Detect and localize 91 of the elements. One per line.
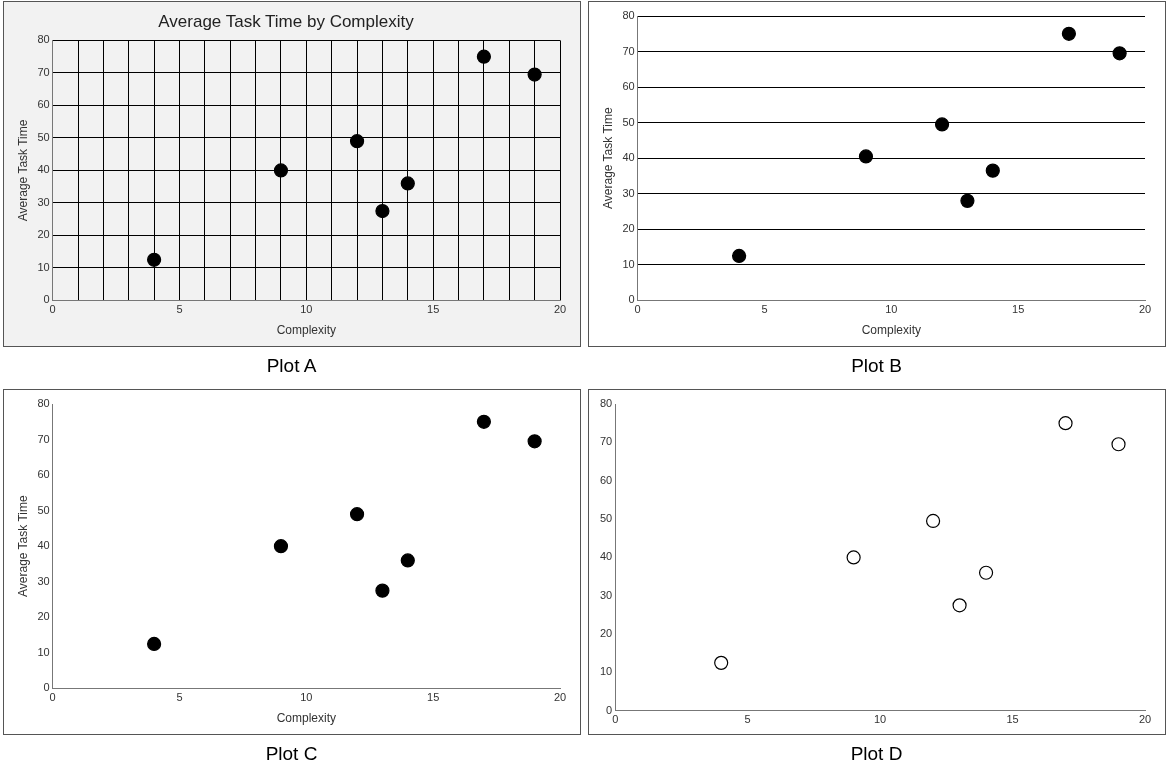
y-tick-label: 80 (36, 33, 50, 46)
point (858, 149, 873, 164)
x-tick-label: 10 (873, 713, 886, 726)
y-tick-label: 40 (599, 550, 612, 563)
y-tick-label: 60 (621, 80, 635, 93)
y-tick-label: 0 (605, 703, 612, 716)
y-tick-label: 40 (36, 539, 50, 552)
point (349, 134, 364, 149)
y-tick-label: 10 (621, 257, 635, 270)
y-tick-label: 50 (36, 503, 50, 516)
x-tick-label: 10 (299, 691, 312, 704)
point (925, 513, 940, 529)
point (985, 163, 1000, 178)
y-tick-label: 40 (621, 151, 635, 164)
y-tick-label: 30 (599, 588, 612, 601)
y-tick-label: 10 (36, 260, 50, 273)
y-tick-label: 10 (599, 665, 612, 678)
y-tick-label: 30 (36, 195, 50, 208)
x-tick-label: 15 (426, 691, 439, 704)
point (951, 598, 967, 613)
y-tick-label: 70 (36, 65, 50, 78)
point (476, 414, 491, 429)
point (146, 636, 161, 652)
point (476, 49, 491, 64)
point (978, 565, 993, 580)
x-tick-label: 20 (1138, 303, 1151, 316)
y-tick-label: 50 (36, 130, 50, 143)
point (400, 176, 415, 191)
y-tick-label: 80 (36, 397, 50, 410)
point (349, 507, 364, 522)
y-axis-title: Average Task Time (600, 107, 615, 209)
x-axis-title: Complexity (276, 711, 336, 726)
y-tick-label: 0 (43, 293, 50, 306)
point (273, 539, 288, 554)
y-tick-label: 70 (36, 432, 50, 445)
x-axis-title: Complexity (276, 323, 336, 338)
x-tick-label: 10 (299, 303, 312, 316)
y-tick-label: 70 (599, 435, 612, 448)
point (527, 67, 542, 82)
y-tick-label: 10 (36, 645, 50, 658)
x-axis-title: Complexity (861, 323, 921, 338)
point (846, 550, 861, 565)
y-tick-label: 60 (36, 468, 50, 481)
point (1110, 437, 1126, 452)
point (1057, 416, 1073, 431)
y-tick-label: 0 (43, 681, 50, 694)
y-tick-label: 20 (621, 222, 635, 235)
text: Plot B (851, 355, 902, 378)
point (1061, 26, 1076, 41)
point (273, 163, 288, 178)
text: Plot C (265, 743, 318, 766)
point (527, 434, 542, 449)
x-tick-label: 20 (553, 691, 566, 704)
y-tick-label: 70 (621, 44, 635, 57)
x-tick-label: 5 (760, 303, 768, 316)
x-tick-label: 20 (553, 303, 566, 316)
y-tick-label: 40 (36, 163, 50, 176)
y-tick-label: 20 (36, 228, 50, 241)
y-tick-label: 50 (599, 512, 612, 525)
y-axis-title: Average Task Time (15, 119, 30, 222)
x-tick-label: 5 (175, 303, 183, 316)
y-tick-label: 80 (599, 397, 612, 410)
y-axis-title: Average Task Time (15, 495, 30, 597)
x-tick-label: 5 (175, 691, 183, 704)
x-tick-label: 15 (1011, 303, 1024, 316)
y-tick-label: 80 (621, 9, 635, 22)
text: Plot A (266, 355, 317, 378)
point (959, 193, 975, 208)
text: Plot D (850, 743, 903, 766)
x-tick-label: 15 (1005, 713, 1019, 726)
point (400, 553, 415, 568)
point (731, 248, 746, 264)
x-tick-label: 15 (426, 303, 439, 316)
y-tick-label: 20 (36, 610, 50, 623)
point (713, 655, 728, 670)
chart-title: Average Task Time by Complexity (157, 11, 414, 31)
y-tick-label: 60 (36, 98, 50, 111)
x-tick-label: 10 (884, 303, 897, 316)
point (934, 117, 949, 132)
point (374, 203, 390, 219)
y-tick-label: 50 (621, 115, 635, 128)
y-tick-label: 0 (628, 293, 635, 306)
x-tick-label: 20 (1138, 713, 1151, 726)
point (1112, 46, 1127, 61)
y-tick-label: 30 (36, 574, 50, 587)
x-tick-label: 5 (744, 713, 751, 726)
y-tick-label: 30 (621, 186, 635, 199)
y-tick-label: 60 (599, 473, 612, 486)
y-tick-label: 20 (599, 627, 612, 640)
point (146, 252, 161, 267)
point (374, 583, 390, 598)
